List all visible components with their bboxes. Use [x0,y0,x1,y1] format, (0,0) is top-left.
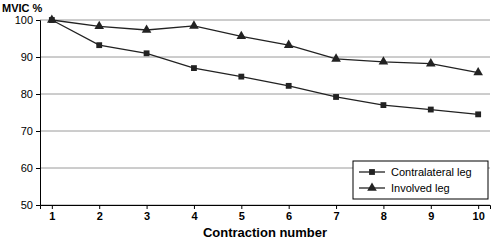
series-marker [237,31,247,39]
series-marker [381,102,387,108]
y-tick-label: 100 [15,14,33,26]
legend-marker [369,169,375,175]
y-tick: 80 [21,88,40,100]
y-tick: 70 [21,125,40,137]
y-tick-mark [36,205,40,206]
x-tick-mark [289,205,290,209]
x-tick: 7 [333,205,339,222]
x-tick-mark [194,205,195,209]
x-tick-label: 1 [49,210,55,222]
x-tick-label: 6 [286,210,292,222]
series-line [52,20,478,73]
series-marker [191,65,197,71]
x-axis: 1 2 3 4 5 6 7 8 9 10 [41,205,491,222]
x-axis-line [41,206,491,210]
series-marker [96,42,102,48]
x-tick-label: 9 [428,210,434,222]
x-tick-label: 3 [144,210,150,222]
y-tick-mark [36,57,40,58]
x-tick-mark [52,205,53,209]
chart: 50 60 70 80 90 100 1 2 3 4 5 6 7 8 9 10 Contralateral le… [0,0,500,243]
x-tick: 9 [428,205,434,222]
series-marker [238,74,244,80]
x-tick: 1 [49,205,55,222]
x-tick-label: 5 [239,210,245,222]
y-tick-mark [36,131,40,132]
y-tick-label: 70 [21,125,33,137]
y-tick-mark [36,20,40,21]
plot: 50 60 70 80 90 100 1 2 3 4 5 6 7 8 9 10 Contralateral le… [15,14,491,222]
grid-line [40,131,490,132]
series-marker [333,94,339,100]
series-line [52,20,478,114]
x-tick-mark [431,205,432,209]
x-tick: 4 [191,205,198,222]
series-marker [142,24,152,32]
series-marker [47,14,57,22]
legend-label: Involved leg [391,182,450,194]
y-tick-label: 60 [21,162,33,174]
legend: Contralateral leg Involved leg [353,161,488,199]
x-tick-mark [99,205,100,209]
y-axis-title: MVIC % [2,2,43,14]
legend-box [353,161,488,199]
x-tick: 8 [381,205,387,222]
series-marker [144,50,150,56]
y-axis-line [36,21,41,206]
y-axis: 50 60 70 80 90 100 [15,14,41,211]
y-tick: 60 [21,162,40,174]
marks [47,14,483,117]
x-tick-label: 8 [381,210,387,222]
x-tick: 5 [239,205,245,222]
x-axis-title: Contraction number [203,225,327,240]
grid-line [40,94,490,95]
legend-label: Contralateral leg [391,166,472,178]
series-marker [189,20,199,28]
x-tick-label: 10 [473,210,485,222]
series-marker [284,40,294,48]
x-tick-label: 7 [333,210,339,222]
x-tick-mark [336,205,337,209]
grid-line [40,20,490,21]
x-tick-mark [383,205,384,209]
y-tick-label: 90 [21,51,33,63]
y-tick: 90 [21,51,40,63]
x-tick-mark [478,205,479,209]
grid [40,20,490,205]
y-tick: 100 [15,14,40,26]
x-tick: 3 [144,205,150,222]
x-tick-label: 2 [97,210,103,222]
series-marker [331,53,341,61]
legend-marker [367,182,377,190]
x-tick: 2 [97,205,103,222]
x-tick: 10 [473,205,485,222]
x-tick-mark [241,205,242,209]
series-marker [475,111,481,117]
y-tick: 50 [21,199,40,211]
series-marker [94,21,104,29]
series-marker [426,58,436,66]
series-marker [286,83,292,89]
y-tick-label: 80 [21,88,33,100]
series-marker [379,56,389,64]
x-tick-label: 4 [191,210,198,222]
grid-line [40,57,490,58]
y-tick-mark [36,94,40,95]
series-marker [473,67,483,75]
x-tick-mark [147,205,148,209]
series-marker [428,107,434,113]
y-tick-label: 50 [21,199,33,211]
x-tick: 6 [286,205,292,222]
y-tick-mark [36,168,40,169]
